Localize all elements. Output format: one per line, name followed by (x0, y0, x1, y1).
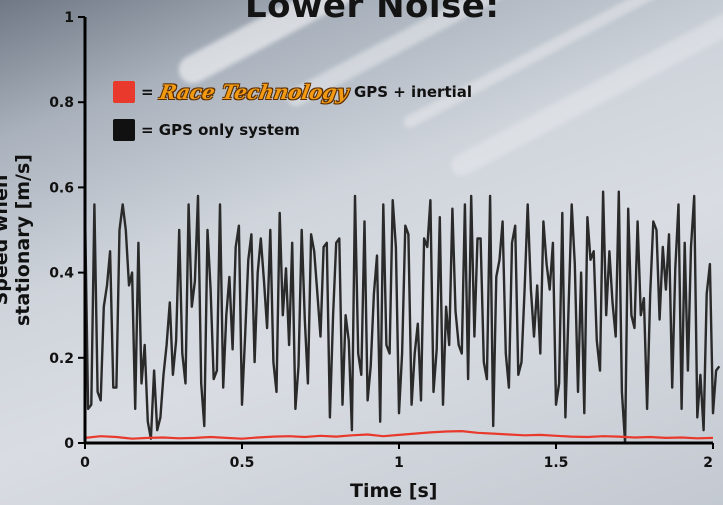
x-tick-label: 2 (703, 455, 713, 471)
y-tick-label: 0 (64, 436, 74, 452)
x-tick-label: 1.5 (544, 455, 569, 471)
x-tick-label: 0 (80, 455, 90, 471)
x-tick-label: 1 (394, 455, 404, 471)
legend-label-gps-inertial: GPS + inertial (353, 83, 473, 101)
series-line-gps-inertial (84, 430, 714, 440)
legend-swatch-red (113, 81, 135, 103)
legend-equals: = (141, 83, 154, 101)
axes-layer: 0 0.2 0.4 0.6 0.8 1 0 0.5 1 1.5 2 (49, 10, 714, 471)
y-tick-label: 0.4 (49, 266, 74, 282)
x-axis-label: Time [s] (350, 480, 438, 502)
series-line-gps-only (83, 190, 721, 445)
legend-item-gps-inertial: = Race Technology GPS + inertial (113, 80, 472, 104)
legend-label-gps-only: = GPS only system (141, 121, 300, 139)
x-tick-label: 0.5 (230, 455, 255, 471)
legend-swatch-black (113, 119, 135, 141)
series-layer (83, 190, 721, 445)
y-tick-label: 1 (64, 10, 74, 26)
chart-title: Lower Noise: (245, 0, 500, 26)
y-tick-label: 0.2 (49, 351, 74, 367)
y-tick-label: 0.8 (49, 95, 74, 111)
y-tick-label: 0.6 (49, 180, 74, 196)
legend-item-gps-only: = GPS only system (113, 119, 300, 141)
